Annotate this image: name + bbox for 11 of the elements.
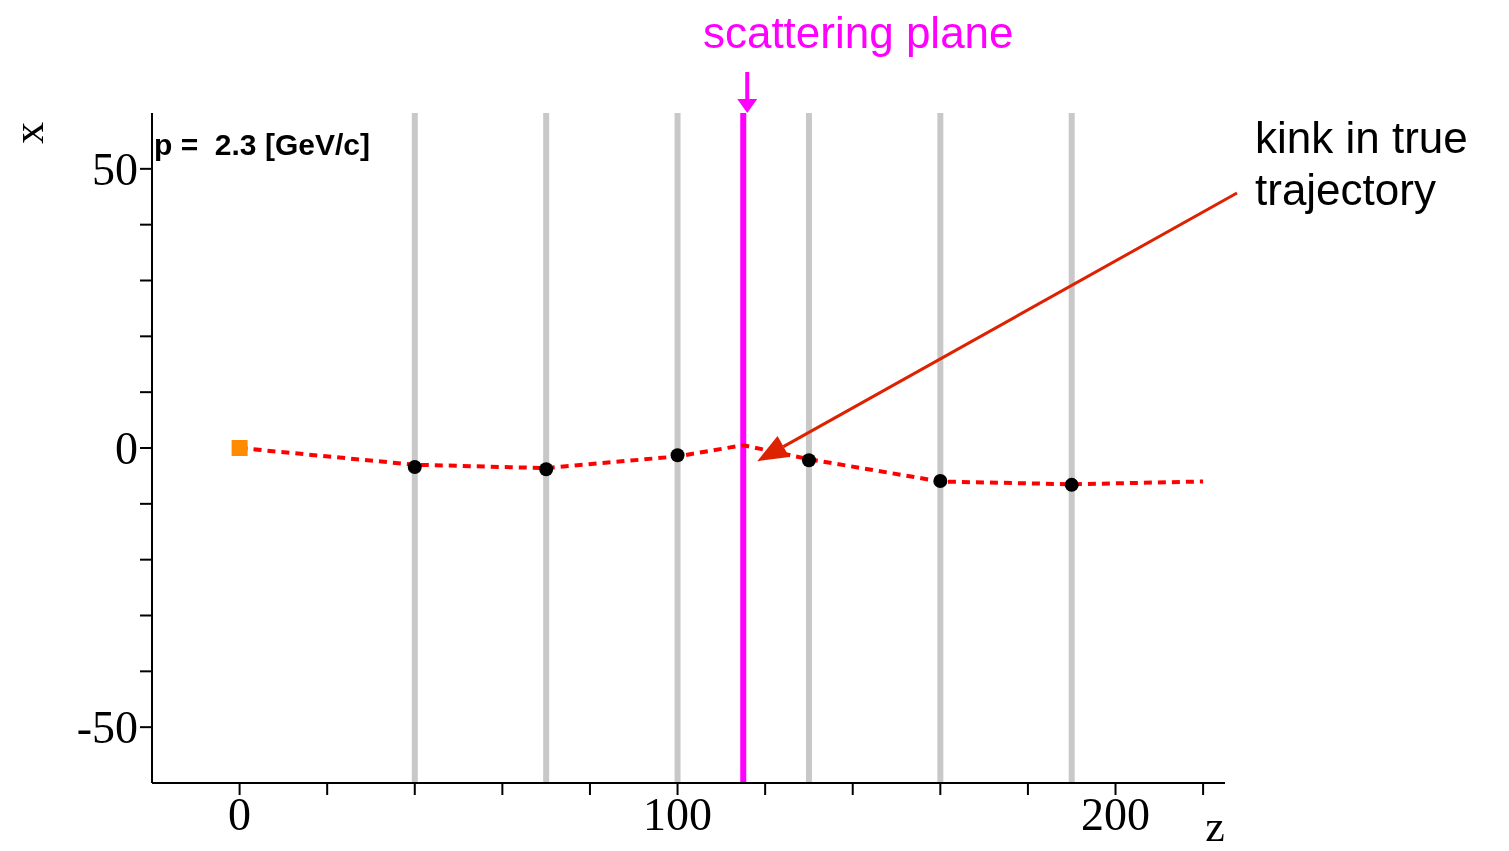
x-tick-label: 200	[1081, 788, 1151, 840]
y-tick-label: -50	[76, 702, 138, 754]
annotation: p = 2.3 [GeV/c]	[154, 128, 370, 161]
x-tick-label: 100	[643, 788, 713, 840]
text: kink in true trajectory	[1255, 113, 1468, 214]
text: scattering plane	[702, 8, 1014, 57]
y-tick-label: 50	[92, 144, 138, 196]
y-tick-label: 0	[115, 423, 138, 475]
y-axis-title: x	[4, 122, 53, 144]
x-tick-label: 0	[228, 788, 252, 840]
x-axis-title: z	[1205, 802, 1225, 851]
